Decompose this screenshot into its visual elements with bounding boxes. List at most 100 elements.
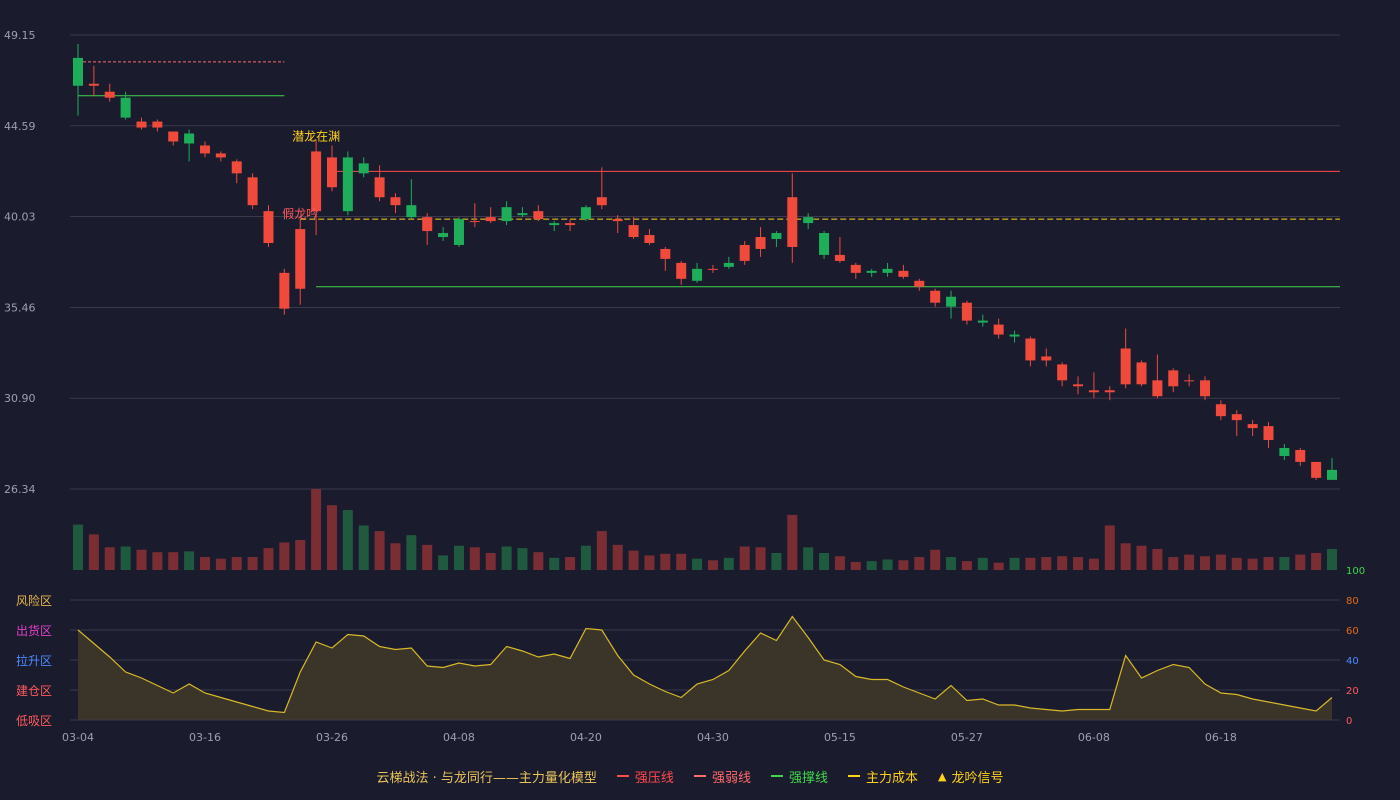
x-tick-label: 04-08 — [443, 731, 475, 744]
candle-body — [1247, 424, 1258, 429]
volume-bar — [977, 557, 988, 570]
volume-bar — [644, 555, 655, 570]
legend-item-support[interactable]: 强撑线 — [770, 767, 828, 786]
legend-label: 强弱线 — [711, 770, 751, 786]
candle-body — [580, 207, 591, 220]
signal-annotation: 假龙吟 — [282, 206, 318, 221]
candle-body — [660, 248, 671, 259]
volume-bar — [295, 540, 306, 570]
volume-bar — [580, 545, 591, 570]
volume-bar — [930, 549, 941, 570]
volume-bar — [88, 534, 99, 570]
candle-body — [850, 264, 861, 273]
x-tick-label: 03-04 — [62, 731, 94, 744]
candle-body — [231, 161, 242, 174]
volume-bar — [247, 557, 258, 570]
volume-bar — [692, 558, 703, 570]
candle-body — [723, 262, 734, 267]
candle-body — [73, 57, 83, 86]
volume-bar — [501, 546, 512, 570]
volume-bar — [1041, 557, 1052, 570]
legend-item-weak-pressure[interactable]: 强弱线 — [693, 767, 751, 786]
candle-body — [914, 280, 925, 287]
x-tick-label: 06-18 — [1205, 731, 1237, 744]
zone-label: 低吸区 — [16, 714, 52, 728]
volume-bar — [1231, 557, 1242, 570]
candle-body — [1057, 364, 1068, 381]
candle-body — [993, 324, 1004, 335]
x-tick-label: 03-16 — [189, 731, 221, 744]
candle-body — [596, 197, 607, 206]
volume-bar — [168, 552, 179, 570]
volume-bar — [231, 557, 242, 570]
volume-bar — [533, 552, 544, 570]
indicator-tick-label: 20 — [1346, 686, 1359, 697]
candle-body — [120, 97, 131, 118]
candle-body — [104, 91, 115, 98]
candle-body — [819, 233, 830, 255]
signal-annotation: 潜龙在渊 — [292, 129, 340, 143]
legend-item-strong-pressure[interactable]: 强压线 — [616, 767, 674, 786]
volume-bar — [374, 531, 385, 570]
candle-body — [485, 217, 496, 222]
price-tick-label: 49.15 — [4, 29, 36, 42]
volume-bar — [120, 546, 131, 570]
candle-body — [628, 225, 639, 238]
indicator-tick-label: 100 — [1346, 566, 1365, 577]
volume-bar — [1311, 552, 1322, 570]
volume-bar — [1184, 554, 1195, 570]
volume-bar — [1073, 557, 1084, 570]
volume-bar — [803, 547, 814, 570]
legend-label: 强撑线 — [788, 770, 828, 786]
legend-item-dragon-signal[interactable]: ▲ 龙吟信号 — [938, 767, 1003, 786]
volume-bar — [422, 544, 433, 570]
volume-bar — [438, 555, 449, 570]
price-tick-label: 26.34 — [4, 483, 36, 496]
volume-bar — [453, 545, 464, 570]
price-tick-label: 44.59 — [4, 120, 36, 133]
indicator-line — [77, 615, 1333, 714]
candle-body — [1200, 380, 1211, 397]
x-tick-label: 03-26 — [316, 731, 348, 744]
candle-body — [549, 223, 560, 226]
volume-bar — [485, 552, 496, 570]
candle-body — [961, 302, 972, 321]
candle-body — [136, 121, 147, 128]
candle-body — [1295, 449, 1306, 462]
candle-body — [263, 211, 274, 243]
volume-bar — [961, 561, 972, 570]
candle-body — [882, 268, 893, 273]
x-tick-label: 06-08 — [1078, 731, 1110, 744]
candle-body — [501, 207, 512, 222]
candle-body — [152, 121, 163, 128]
candle-body — [707, 268, 718, 270]
volume-bar — [104, 547, 115, 570]
candle-body — [898, 270, 909, 277]
volume-bar — [1152, 548, 1163, 570]
volume-bar — [1247, 558, 1258, 570]
volume-bar — [358, 525, 369, 570]
legend-label: 主力成本 — [865, 770, 918, 786]
candle-body — [1073, 384, 1084, 387]
legend-item-main-cost[interactable]: 主力成本 — [847, 767, 918, 786]
indicator-tick-label: 0 — [1346, 716, 1352, 727]
volume-bar — [1168, 557, 1179, 570]
candle-body — [374, 177, 385, 198]
x-tick-label: 04-20 — [570, 731, 602, 744]
zone-label: 建仓区 — [16, 684, 52, 698]
volume-bar — [311, 489, 322, 570]
candle-body — [199, 145, 210, 154]
candle-body — [803, 217, 814, 224]
volume-bar — [612, 544, 623, 570]
candle-body — [692, 268, 703, 281]
volume-bar — [469, 547, 480, 570]
volume-bar — [628, 550, 639, 570]
candle-body — [1041, 356, 1052, 361]
x-tick-label: 05-27 — [951, 731, 983, 744]
volume-bar — [1009, 557, 1020, 570]
volume-bar — [1057, 556, 1068, 570]
volume-bar — [1088, 558, 1099, 570]
candle-body — [358, 163, 369, 174]
candle-body — [612, 219, 623, 222]
candle-body — [771, 233, 782, 240]
